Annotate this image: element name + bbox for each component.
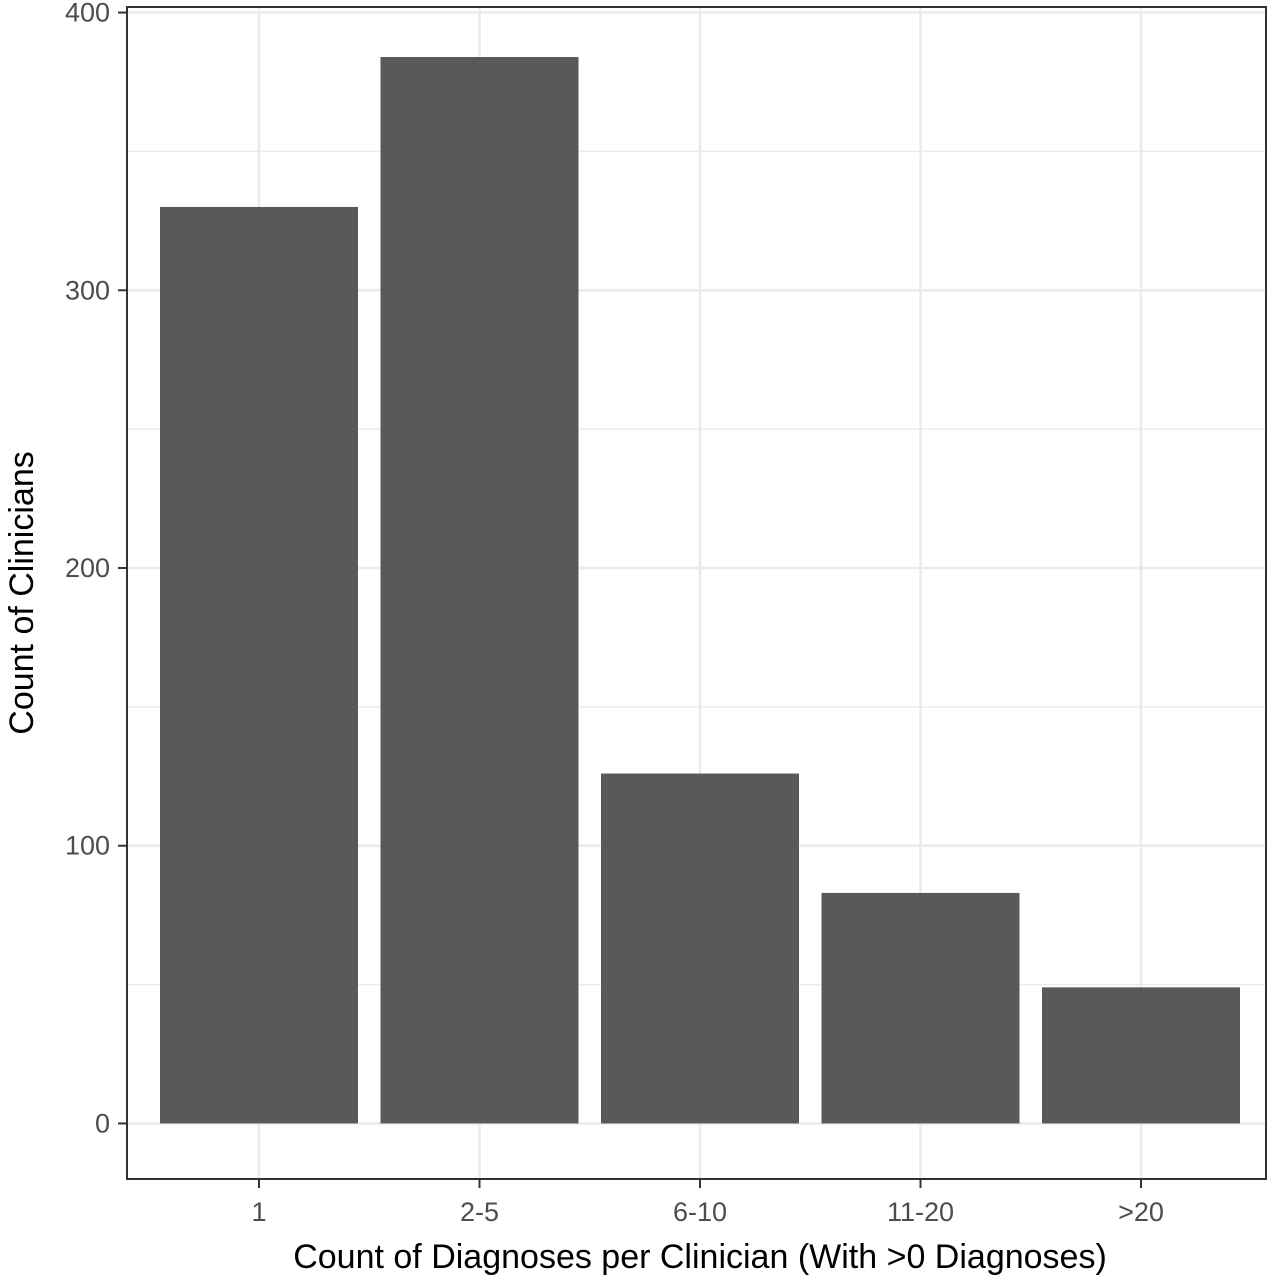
- x-tick-label: 2-5: [460, 1197, 499, 1227]
- x-tick-label: >20: [1118, 1197, 1164, 1227]
- panel-border: [126, 6, 1267, 1180]
- bar-2: [380, 56, 579, 1124]
- y-tick-label: 300: [65, 275, 110, 305]
- x-axis-ticks: 1 2-5 6-10 11-20 >20: [251, 1179, 1164, 1227]
- x-tick-label: 6-10: [673, 1197, 727, 1227]
- y-axis-title: Count of Clinicians: [3, 451, 41, 734]
- bar-1: [160, 206, 358, 1124]
- bar-3: [601, 773, 799, 1124]
- bar-4: [821, 892, 1020, 1124]
- y-tick-label: 400: [65, 0, 110, 28]
- x-axis-title: Count of Diagnoses per Clinician (With >…: [293, 1238, 1107, 1276]
- x-tick-label: 11-20: [887, 1197, 954, 1227]
- y-tick-label: 0: [95, 1108, 110, 1138]
- y-axis-ticks: 0 100 200 300 400: [65, 0, 127, 1138]
- x-tick-label: 1: [251, 1197, 266, 1227]
- bars: [160, 56, 1240, 1124]
- bar-5: [1042, 987, 1240, 1124]
- y-tick-label: 100: [65, 831, 110, 861]
- y-tick-label: 200: [65, 553, 110, 583]
